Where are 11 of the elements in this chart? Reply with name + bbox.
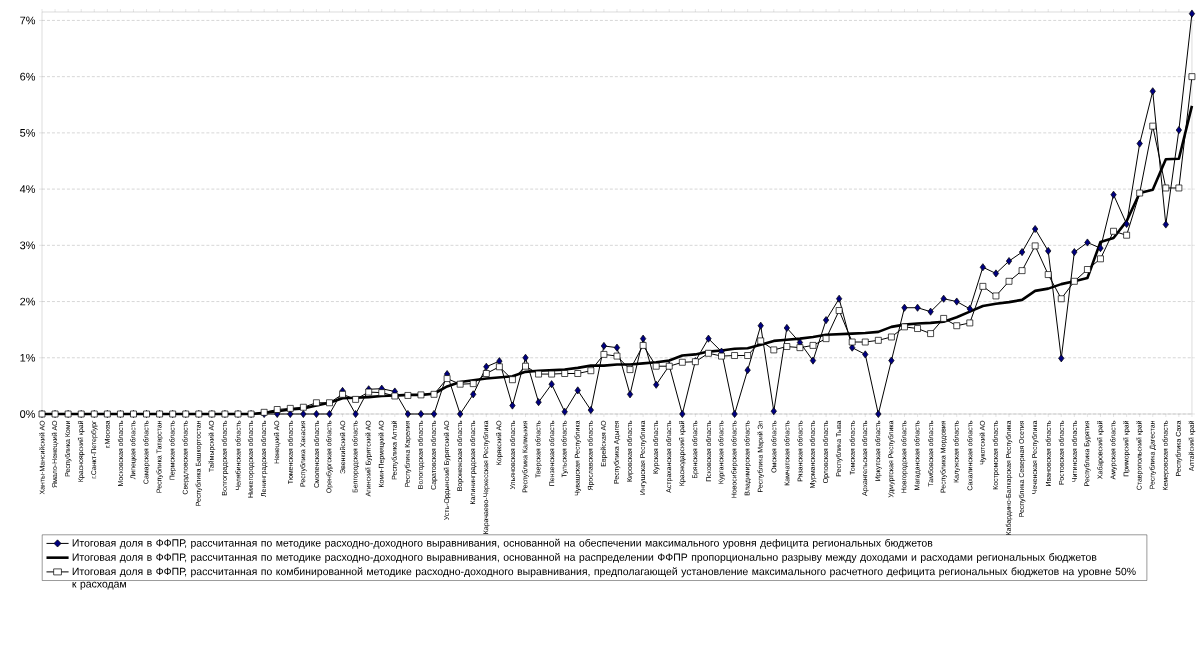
y-tick-label: 3% <box>20 241 36 250</box>
y-tick-label: 4% <box>19 185 36 193</box>
y-tick-label: 0% <box>20 410 36 418</box>
legend-label: Итоговая доля в ФФПР, рассчитанная по комбинированной методике расходно-доходного выравнивания, предполагающей установление максимального расчетного дефицита региональных бюджетов на уровне 50% к расходам <box>72 567 1136 590</box>
y-tick-label: 1% <box>20 353 36 362</box>
y-tick-label: 7% <box>20 16 36 25</box>
y-tick-label: 6% <box>20 72 36 81</box>
y-tick-label: 5% <box>20 129 36 137</box>
legend-label: Итоговая доля в ФФПР, рассчитанная по методике расходно-доходного выравнивания, основанной на обеспечении максимального уровня дефицита региональных бюджетов <box>72 538 933 549</box>
y-tick-label: 2% <box>20 297 36 306</box>
legend-label: Итоговая доля в ФФПР, рассчитанная по методике расходно-доходного выравнивания, основанной на распределении ФФПР пропорционально разрыву между доходами и расходами региональных бюджетов <box>72 553 1097 563</box>
